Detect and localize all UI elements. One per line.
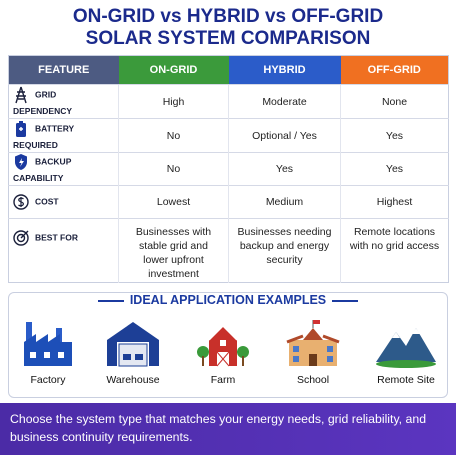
row: COST Lowest Medium Highest xyxy=(8,185,449,219)
row: BEST FOR Businesses with stable grid and… xyxy=(8,218,449,283)
example-label: Factory xyxy=(30,374,66,386)
row: GRID DEPENDENCY High Moderate None xyxy=(8,84,449,119)
cell: Businesses with stable grid and lower up… xyxy=(118,218,229,283)
example-item: School xyxy=(273,318,353,386)
cell: Lowest xyxy=(118,185,229,219)
cell: Highest xyxy=(340,185,449,219)
example-item: Warehouse xyxy=(93,318,173,386)
example-label: Remote Site xyxy=(377,374,435,386)
cell: Medium xyxy=(228,185,341,219)
title: SOLAR SYSTEM COMPARISON xyxy=(85,28,371,49)
examples-box xyxy=(8,292,448,398)
cell: Yes xyxy=(340,118,449,153)
cell: Remote locations with no grid access xyxy=(340,218,449,283)
cell: High xyxy=(118,84,229,119)
mountain-icon xyxy=(376,328,436,368)
example-label: Warehouse xyxy=(106,374,160,386)
feature-label: COST xyxy=(35,196,59,207)
feature-cell: BACKUP CAPABILITY xyxy=(8,152,119,186)
cell: Optional / Yes xyxy=(228,118,341,153)
cell: None xyxy=(340,84,449,119)
header-cell: HYBRID xyxy=(228,55,341,85)
header-row: FEATURE ON-GRID HYBRID OFF-GRID xyxy=(8,55,449,85)
battery-icon xyxy=(16,120,26,137)
feature-label: BATTERY REQUIRED xyxy=(13,122,75,150)
example-item: Farm xyxy=(183,318,263,386)
factory-icon xyxy=(24,322,72,366)
examples-title: IDEAL APPLICATION EXAMPLES xyxy=(0,293,456,307)
footer-text: Choose the system type that matches your… xyxy=(10,412,427,444)
footer-banner: Choose the system type that matches your… xyxy=(0,403,456,455)
feature-label: GRID DEPENDENCY xyxy=(13,88,73,116)
example-item: Remote Site xyxy=(366,318,446,386)
row: BACKUP CAPABILITY No Yes Yes xyxy=(8,152,449,186)
feature-cell: COST xyxy=(8,185,119,219)
shield-icon xyxy=(15,154,27,170)
header-cell: FEATURE xyxy=(8,55,119,85)
farm-icon xyxy=(197,324,249,367)
cost-icon xyxy=(13,194,29,210)
title: ON-GRID vs HYBRID vs OFF-GRID xyxy=(72,6,384,27)
cell: No xyxy=(118,152,229,186)
cell: Businesses needing backup and energy sec… xyxy=(228,218,341,283)
example-label: School xyxy=(296,374,330,386)
example-item: Factory xyxy=(8,318,88,386)
feature-cell: BATTERY REQUIRED xyxy=(8,118,119,153)
header-cell: ON-GRID xyxy=(118,55,229,85)
feature-label: BEST FOR xyxy=(35,232,78,243)
tower-icon xyxy=(15,86,27,103)
feature-label: BACKUP CAPABILITY xyxy=(13,156,72,183)
cell: Moderate xyxy=(228,84,341,119)
feature-cell: BEST FOR xyxy=(8,218,119,283)
cell: No xyxy=(118,118,229,153)
examples-title-text: IDEAL APPLICATION EXAMPLES xyxy=(129,293,327,307)
target-icon xyxy=(13,230,29,246)
school-icon xyxy=(286,320,340,366)
row: BATTERY REQUIRED No Optional / Yes Yes xyxy=(8,118,449,153)
header-cell: OFF-GRID xyxy=(340,55,449,85)
warehouse-icon xyxy=(107,322,159,367)
example-label: Farm xyxy=(210,374,236,386)
cell: Yes xyxy=(228,152,341,186)
comparison-table: FEATURE ON-GRID HYBRID OFF-GRID GRID DEP… xyxy=(8,55,449,283)
cell: Yes xyxy=(340,152,449,186)
feature-cell: GRID DEPENDENCY xyxy=(8,84,119,119)
